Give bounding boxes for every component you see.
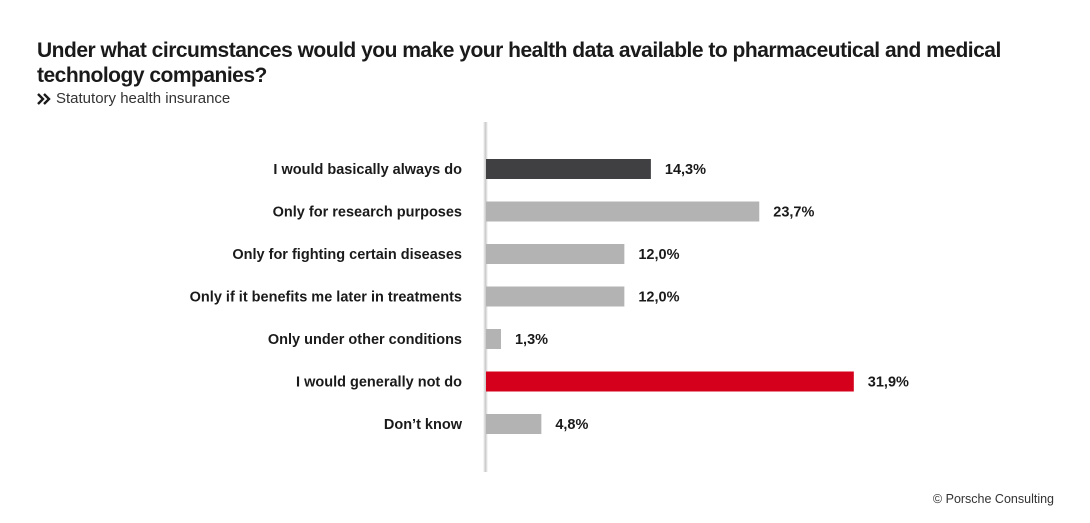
copyright-notice: © Porsche Consulting: [932, 492, 1054, 506]
category-label: Only for fighting certain diseases: [232, 247, 462, 263]
bar: [486, 371, 854, 392]
double-chevron-right-icon: [37, 93, 51, 105]
bar: [486, 244, 625, 264]
value-label: 1,3%: [515, 332, 548, 348]
category-label: I would generally not do: [296, 375, 462, 391]
value-label: 14,3%: [665, 162, 706, 178]
y-axis-line: [483, 122, 488, 472]
category-label: I would basically always do: [273, 162, 462, 178]
value-label: 4,8%: [555, 417, 588, 433]
value-label: 23,7%: [773, 205, 814, 221]
bar: [486, 286, 625, 307]
bar: [486, 159, 651, 179]
bar: [486, 201, 760, 222]
category-label: Only if it benefits me later in treatmen…: [190, 290, 462, 306]
chart-subtitle: Statutory health insurance: [37, 90, 230, 108]
value-label: 12,0%: [638, 247, 679, 263]
category-label: Don’t know: [384, 417, 463, 433]
category-label: Only under other conditions: [268, 332, 462, 348]
bar: [486, 329, 501, 349]
chart-title: Under what circumstances would you make …: [37, 39, 1001, 87]
value-label: 31,9%: [868, 375, 909, 391]
category-label: Only for research purposes: [273, 205, 462, 221]
value-label: 12,0%: [638, 290, 679, 306]
subtitle-text: Statutory health insurance: [56, 90, 231, 107]
bar: [486, 414, 542, 434]
